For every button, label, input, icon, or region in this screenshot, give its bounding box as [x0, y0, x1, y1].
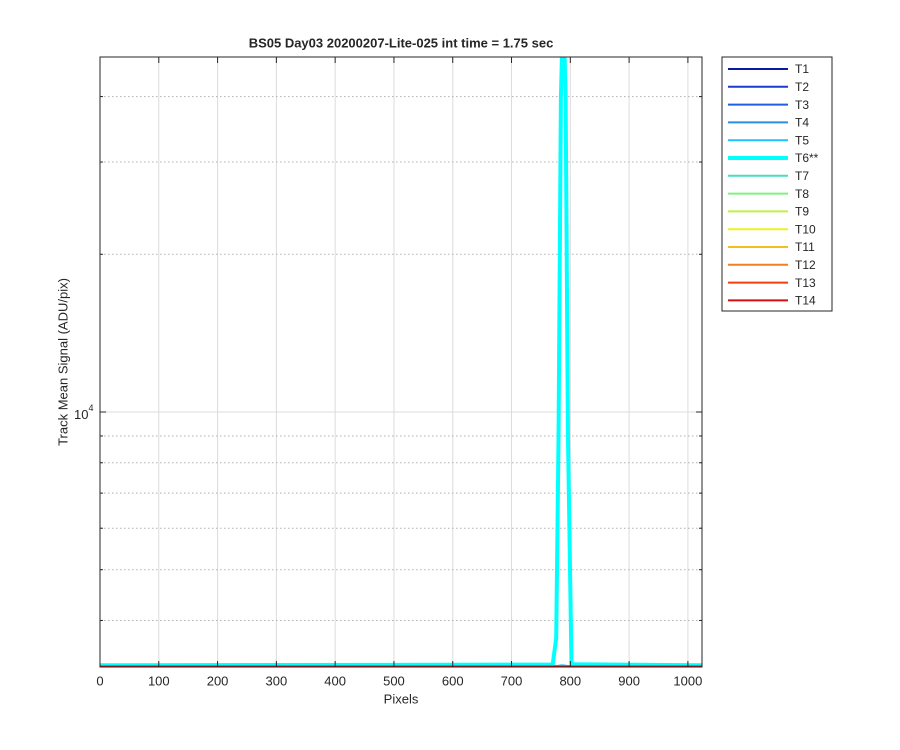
lines [100, 57, 702, 667]
legend-box [721, 56, 833, 312]
x-tick-label: 200 [207, 673, 229, 688]
legend-label: T9 [795, 205, 809, 219]
legend-label: T14 [795, 294, 816, 308]
legend-label: T10 [795, 222, 816, 236]
x-tick-label: 600 [442, 673, 464, 688]
y-tick-base: 10 [74, 407, 88, 422]
legend: T1 T2 T3 T4 T5 T6** T7 T8 T9 T10 T11 T12 T13 T14 [721, 56, 833, 312]
y-tick-exponent: 4 [88, 403, 93, 413]
x-tick-label: 1000 [673, 673, 702, 688]
x-tick-label: 300 [266, 673, 288, 688]
legend-label: T2 [795, 80, 809, 94]
legend-label: T1 [795, 62, 809, 76]
axes-box [99, 56, 703, 668]
series-line [100, 57, 702, 667]
legend-label: T4 [795, 116, 809, 130]
ticks: 0 100 200 300 400 500 600 700 800 900 1000 104 [74, 57, 702, 688]
x-axis-label: Pixels [384, 691, 419, 706]
legend-label: T3 [795, 98, 809, 112]
x-tick-label: 700 [501, 673, 523, 688]
legend-label: T12 [795, 258, 816, 272]
x-tick-label: 500 [383, 673, 405, 688]
y-axis-label: Track Mean Signal (ADU/pix) [55, 278, 70, 446]
legend-label: T6** [795, 151, 819, 165]
x-tick-label: 800 [559, 673, 581, 688]
legend-label: T8 [795, 187, 809, 201]
x-tick-label: 100 [148, 673, 170, 688]
plot-area [100, 57, 702, 667]
legend-label: T13 [795, 276, 816, 290]
legend-label: T7 [795, 169, 809, 183]
legend-label: T11 [795, 240, 815, 254]
grid [99, 57, 702, 667]
legend-label: T5 [795, 133, 809, 147]
x-tick-label: 900 [618, 673, 640, 688]
x-tick-label: 0 [96, 673, 103, 688]
y-tick-label: 104 [74, 403, 93, 422]
x-tick-label: 400 [324, 673, 346, 688]
chart-title: BS05 Day03 20200207-Lite-025 int time = … [249, 35, 554, 50]
